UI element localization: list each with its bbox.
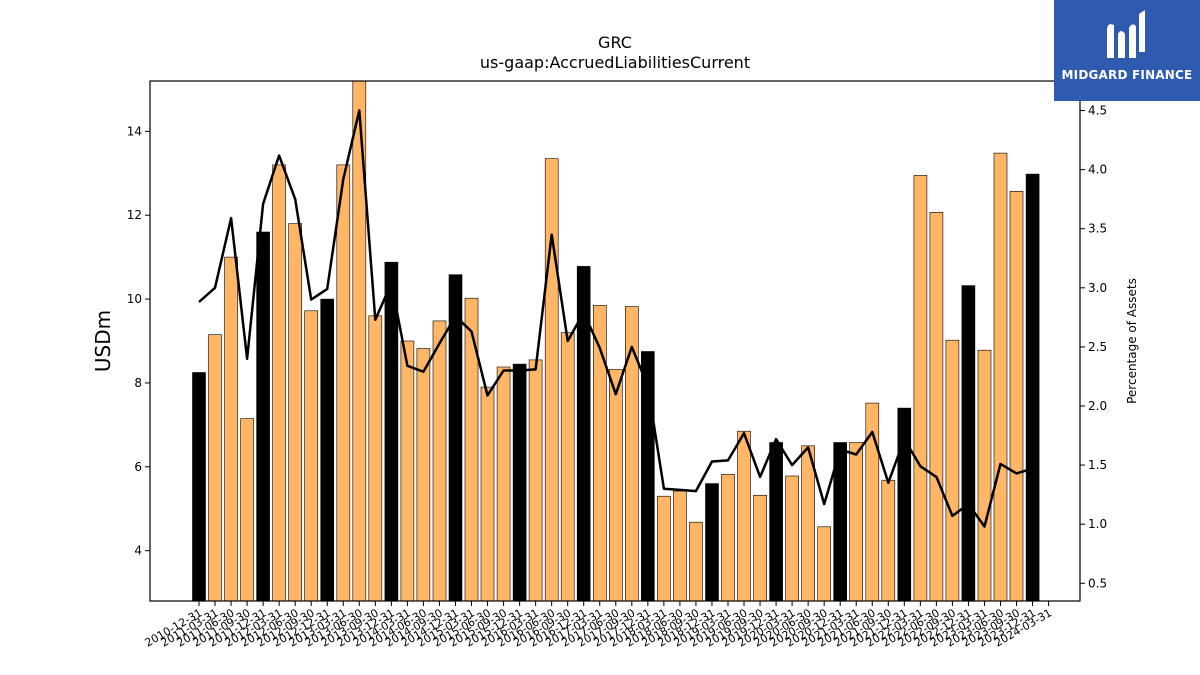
bar-2018-03-31 [657,495,671,601]
y2-tick-label: 1.5 [1088,458,1107,472]
bar-2022-06-30 [929,212,944,601]
bar-2016-06-30 [544,158,559,601]
midgard-logo-icon [1107,10,1145,59]
bar-2023-12-31 [1025,173,1040,601]
brand-logo: MIDGARD FINANCE [1054,0,1200,101]
chart-subtitle: us-gaap:AccruedLiabilitiesCurrent [480,53,750,72]
bar-2021-06-30 [865,402,880,601]
y2-tick-label: 3.5 [1088,222,1107,236]
bar-2010-12-31 [192,372,206,601]
y2-tick-label: 4.5 [1088,104,1107,118]
y-tick-label: 4 [134,544,142,558]
bar-2018-09-30 [689,521,703,601]
bar-2018-06-30 [673,490,687,601]
bar-2013-03-31 [336,164,351,601]
bar-2016-12-31 [576,266,591,601]
bar-2021-03-31 [849,442,864,601]
bar-2023-06-30 [993,152,1008,601]
bar-2018-12-31 [705,483,719,601]
bar-2015-03-31 [464,297,479,601]
bar-2020-06-30 [801,445,815,601]
bar-2012-03-31 [272,164,286,601]
y-tick-label: 8 [134,376,142,390]
y2-tick-label: 2.0 [1088,399,1107,413]
axes: 4681012140.51.01.52.02.53.03.54.04.52010… [127,80,1107,650]
bar-2011-09-30 [240,418,254,601]
bar-2015-06-30 [480,386,495,601]
bar-2020-03-31 [785,475,799,601]
bar-2020-09-30 [817,526,832,601]
bar-2022-03-31 [913,175,928,601]
bar-2022-09-30 [945,339,960,601]
y-tick-label: 6 [134,460,142,474]
bar-2012-09-30 [304,310,319,601]
bar-2017-06-30 [608,369,623,601]
bar-2011-06-30 [224,256,238,601]
bar-2012-06-30 [288,223,303,601]
bar-2023-09-30 [1009,191,1024,601]
bar-2014-03-31 [400,340,415,601]
bar-2019-12-31 [769,442,783,601]
percentage-line [198,109,1033,528]
bar-2021-12-31 [897,407,912,601]
bar-2019-06-30 [737,430,751,601]
bar-2023-03-31 [977,349,992,601]
bar-2017-09-30 [624,306,639,601]
y-axis-label: USDm [91,310,115,372]
plot-frame [149,80,1081,602]
bar-2021-09-30 [881,479,896,601]
bar-2020-12-31 [833,442,848,601]
bar-2019-03-31 [721,474,735,601]
chart-title: GRC [598,33,632,52]
bar-2013-09-30 [368,315,383,601]
y-tick-label: 12 [127,208,142,222]
y-tick-label: 10 [127,292,142,306]
y2-tick-label: 2.5 [1088,340,1107,354]
bar-2022-12-31 [961,285,976,601]
percentage-line-series [198,109,1033,528]
bar-2016-09-30 [560,332,575,601]
bar-2019-09-30 [753,494,767,601]
y2-tick-label: 0.5 [1088,576,1107,590]
y2-tick-label: 3.0 [1088,281,1107,295]
bar-series [192,81,1040,601]
bar-2014-12-31 [448,274,463,601]
bar-2011-12-31 [256,231,270,601]
bar-2011-03-31 [208,334,222,601]
y2-tick-label: 4.0 [1088,163,1107,177]
y2-tick-label: 1.0 [1088,517,1107,531]
bar-2016-03-31 [528,359,543,601]
bar-2015-09-30 [496,366,511,601]
y2-axis-label: Percentage of Assets [1125,278,1139,404]
bar-2014-09-30 [432,320,447,601]
brand-name: MIDGARD FINANCE [1061,68,1193,82]
bar-2012-12-31 [320,298,335,601]
bar-2015-12-31 [512,363,527,601]
bar-2013-12-31 [384,261,399,601]
y-tick-label: 14 [127,124,142,138]
bar-2017-03-31 [592,305,607,601]
bar-2014-06-30 [416,348,431,601]
